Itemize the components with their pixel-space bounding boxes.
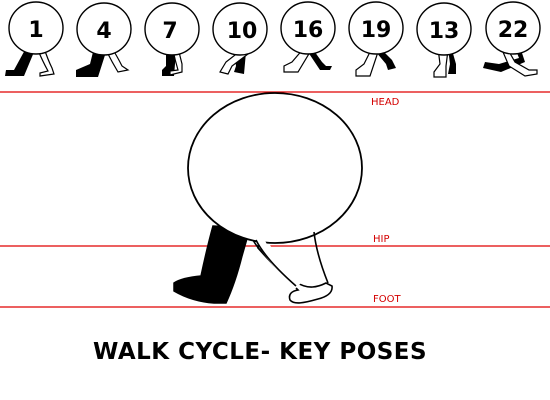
pose-number: 4 [96,19,111,44]
pose-thumbnail: 1 [5,1,64,77]
pose-thumbnail: 22 [483,1,541,77]
head-label: HEAD [371,97,400,108]
pose-number: 10 [227,19,258,44]
pose-number: 19 [361,18,392,43]
pose-number: 22 [498,18,529,43]
pose-thumbnail: 4 [76,2,132,77]
pose-thumbnail: 7 [144,2,200,76]
pose-thumbnail: 10 [212,2,268,75]
back-leg [173,225,251,304]
diagram-title: WALK CYCLE- KEY POSES [93,339,427,365]
main-walk-figure [173,92,363,304]
pose-thumbnails: 1 4 7 10 16 [5,1,541,78]
pose-number: 13 [429,19,460,44]
pose-thumbnail: 16 [280,1,336,73]
pose-number: 16 [293,18,324,43]
head-body [187,92,363,244]
pose-number: 1 [28,18,43,43]
pose-thumbnail: 19 [348,1,404,77]
pose-number: 7 [162,19,177,44]
hip-label: HIP [373,234,390,245]
pose-thumbnail: 13 [416,2,472,78]
foot-label: FOOT [373,294,401,305]
